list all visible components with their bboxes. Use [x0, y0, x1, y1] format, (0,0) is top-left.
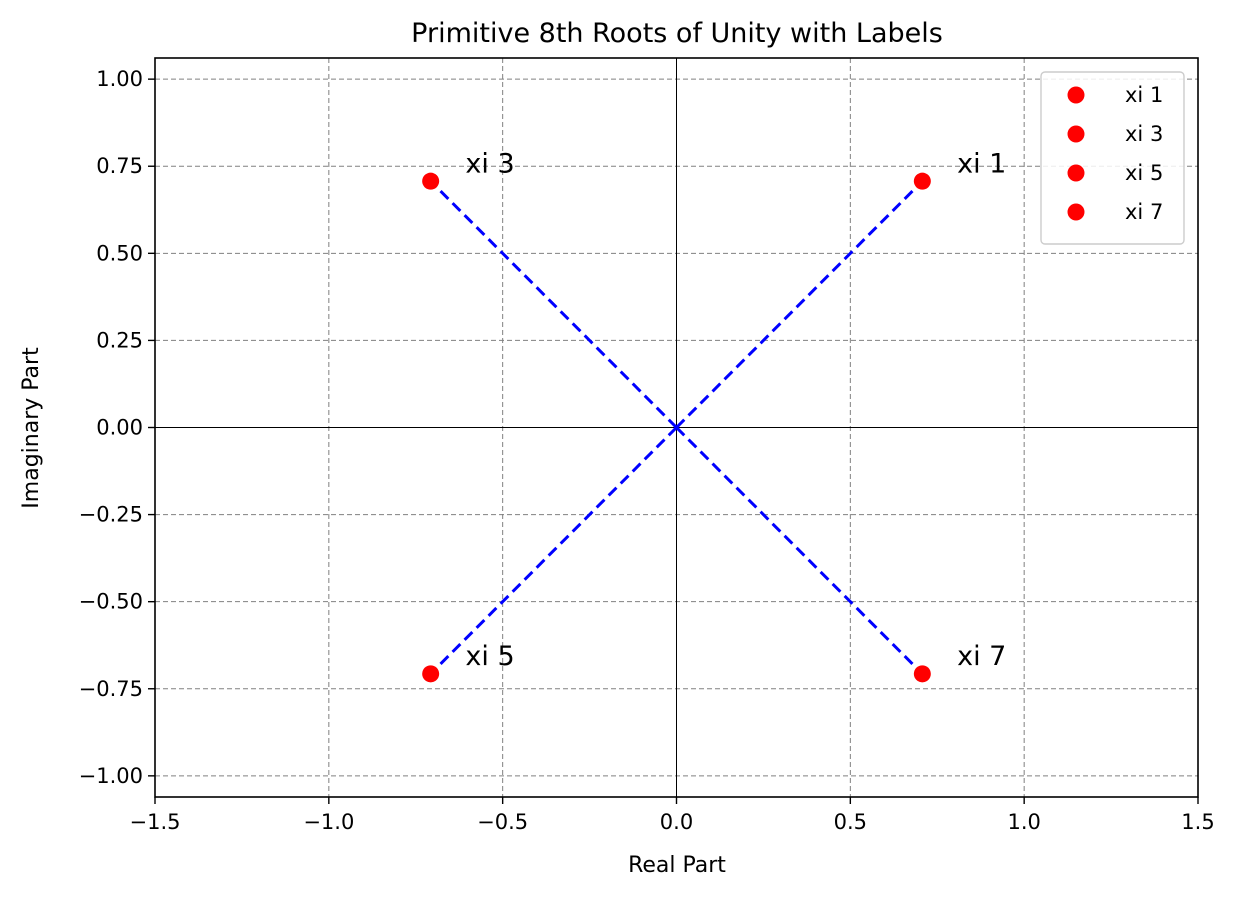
y-tick-label: −0.75 [79, 677, 143, 701]
connector-line [675, 426, 924, 675]
y-axis-ticks: −1.00 −0.75 −0.50 −0.25 0.00 0.25 0.50 0.75 1.00 [79, 67, 155, 788]
y-tick-label: 1.00 [96, 67, 143, 91]
y-tick-label: 0.00 [96, 416, 143, 440]
legend-marker [1067, 125, 1085, 143]
y-tick-label: 0.75 [96, 154, 143, 178]
data-point [422, 665, 440, 683]
legend-marker [1067, 164, 1085, 182]
y-tick-label: 0.50 [96, 241, 143, 265]
x-tick-label: −1.5 [130, 810, 181, 834]
connector-line [675, 180, 924, 429]
x-axis-ticks: −1.5 −1.0 −0.5 0.0 0.5 1.0 1.5 [130, 797, 1215, 834]
data-point [913, 172, 931, 190]
connector-lines [429, 180, 924, 675]
y-tick-label: −0.25 [79, 503, 143, 527]
legend-marker [1067, 86, 1085, 104]
legend-box [1040, 71, 1185, 245]
legend-entry: xi 1 [1125, 83, 1163, 107]
chart-title: Primitive 8th Roots of Unity with Labels [411, 18, 943, 49]
x-tick-label: 1.5 [1181, 810, 1214, 834]
x-tick-label: −1.0 [303, 810, 354, 834]
legend-entry: xi 7 [1125, 200, 1163, 224]
x-tick-label: 0.5 [834, 810, 867, 834]
legend-marker [1067, 203, 1085, 221]
y-axis-label: Imaginary Part [19, 347, 44, 509]
point-annotations: xi 1 xi 3 xi 5 xi 7 [465, 148, 1006, 672]
data-point [422, 172, 440, 190]
connector-line [429, 180, 678, 429]
point-label: xi 7 [957, 641, 1006, 672]
data-point [913, 665, 931, 683]
point-label: xi 3 [465, 148, 514, 179]
y-tick-label: −1.00 [79, 764, 143, 788]
x-tick-label: 0.0 [660, 810, 693, 834]
legend: xi 1 xi 3 xi 5 xi 7 [1040, 71, 1185, 245]
data-points [422, 172, 931, 683]
y-tick-label: 0.25 [96, 328, 143, 352]
x-tick-label: 1.0 [1007, 810, 1040, 834]
connector-line [429, 426, 678, 675]
legend-entry: xi 5 [1125, 161, 1163, 185]
x-tick-label: −0.5 [477, 810, 528, 834]
point-label: xi 5 [465, 641, 514, 672]
y-tick-label: −0.50 [79, 590, 143, 614]
point-label: xi 1 [957, 148, 1006, 179]
x-axis-label: Real Part [628, 853, 726, 878]
legend-entry: xi 3 [1125, 122, 1163, 146]
